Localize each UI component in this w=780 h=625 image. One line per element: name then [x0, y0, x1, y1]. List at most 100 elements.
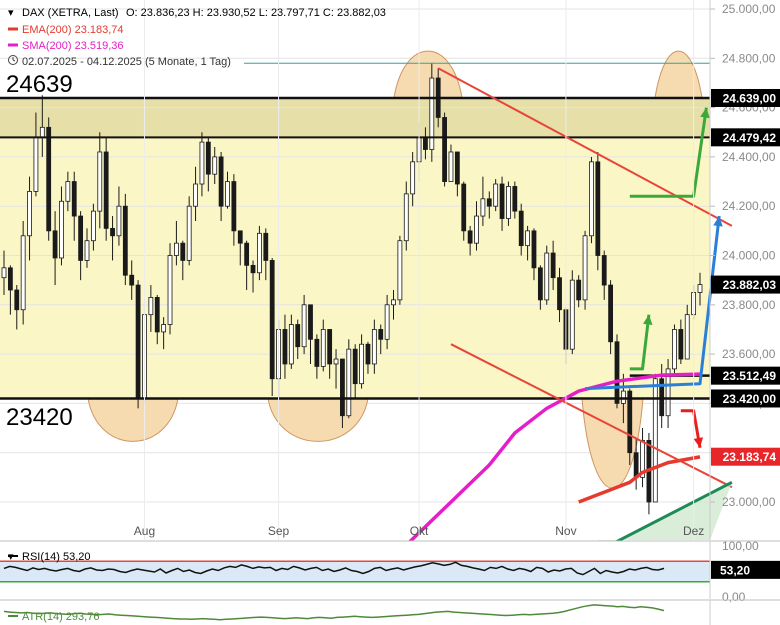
candle	[474, 201, 479, 251]
candle-body	[122, 205, 128, 276]
candle	[110, 216, 115, 261]
price-badge	[711, 447, 780, 466]
price-badge	[711, 88, 780, 107]
candle	[391, 290, 396, 320]
candle	[308, 304, 313, 364]
rsi-line	[3, 561, 665, 576]
candle-body	[397, 240, 403, 301]
candle	[97, 132, 103, 229]
candle	[346, 339, 352, 419]
candle-body	[154, 297, 160, 333]
y-tick-label: 24.400,00	[722, 150, 776, 164]
candle-body	[665, 368, 671, 417]
candle	[46, 117, 52, 241]
candle	[442, 112, 447, 187]
candle-body	[39, 126, 45, 138]
candle-body	[193, 183, 198, 207]
candle-body	[250, 264, 256, 274]
price-badge-label: 23.882,03	[723, 278, 777, 292]
candle-body	[672, 329, 677, 370]
collapse-icon[interactable]: ▾	[8, 7, 14, 19]
candle-body	[550, 252, 556, 279]
candle-body	[218, 156, 224, 207]
green-projection-arrow-high-head	[700, 107, 710, 119]
sma-legend: SMA(200) 23.519,36	[22, 40, 124, 52]
candle	[614, 334, 620, 409]
green-projection-arrow-low	[629, 314, 651, 371]
candle-body	[20, 235, 26, 311]
candle	[71, 171, 77, 241]
candle-body	[384, 304, 390, 340]
candle	[269, 257, 275, 397]
candle	[531, 228, 537, 281]
candle	[122, 193, 128, 286]
candle	[652, 373, 658, 503]
candle	[237, 230, 243, 266]
candle	[537, 265, 543, 310]
candle	[461, 181, 467, 241]
overlay-lines	[0, 62, 733, 553]
candle-body	[167, 255, 173, 325]
candle-body	[33, 136, 39, 192]
price-badge-label: 23.512,49	[723, 369, 777, 383]
candle	[116, 186, 122, 246]
candles	[1, 63, 703, 515]
candle-body	[263, 232, 269, 261]
candle	[569, 270, 575, 355]
candle	[301, 294, 307, 355]
candle-body	[225, 181, 230, 207]
candle-body	[371, 329, 377, 365]
y-tick-label: 23.800,00	[722, 298, 776, 312]
candle-body	[97, 151, 103, 212]
candle-body	[308, 304, 313, 340]
candle-body	[90, 210, 96, 242]
candle-body	[333, 358, 339, 365]
candle	[480, 176, 486, 226]
candle	[288, 314, 294, 369]
candle-body	[205, 141, 211, 175]
candle	[448, 144, 454, 182]
candle-body	[231, 181, 237, 232]
candle	[512, 181, 518, 219]
atr-panel: ATR(14) 293,76	[0, 599, 780, 625]
support-level-label: 23420	[6, 404, 73, 431]
price-badge	[711, 128, 780, 147]
rsi-legend: RSI(14) 53,20	[22, 551, 90, 563]
candle-body	[71, 181, 77, 217]
rsi-badge	[711, 560, 780, 579]
y-tick-label: 23.000,00	[722, 495, 776, 509]
candle	[486, 191, 492, 219]
candle-body	[684, 314, 690, 360]
candle	[225, 171, 230, 209]
candle-body	[110, 227, 115, 237]
candle-body	[282, 329, 288, 365]
candle	[52, 211, 58, 286]
candle-body	[474, 215, 479, 244]
candle	[282, 314, 288, 379]
red-projection-arrow-head	[693, 437, 704, 448]
candle-body	[52, 230, 58, 259]
candle-body	[186, 205, 192, 261]
candle	[250, 260, 256, 293]
candle-body	[14, 289, 20, 311]
candle-body	[454, 151, 460, 185]
candle	[684, 304, 690, 360]
candle	[557, 267, 562, 323]
candle	[518, 203, 524, 256]
candle-body	[295, 324, 301, 348]
candle-body	[582, 235, 588, 301]
candle-body	[65, 181, 71, 202]
candle-body	[320, 329, 326, 367]
candle	[640, 428, 645, 488]
candle-body	[391, 299, 396, 306]
candle-body	[1, 267, 7, 279]
candle-body	[614, 341, 620, 404]
candle-body	[506, 186, 511, 219]
candle	[7, 265, 13, 315]
x-tick-label: Okt	[410, 524, 429, 538]
candle-body	[493, 183, 499, 207]
candle	[371, 319, 377, 374]
candle-body	[627, 390, 633, 454]
